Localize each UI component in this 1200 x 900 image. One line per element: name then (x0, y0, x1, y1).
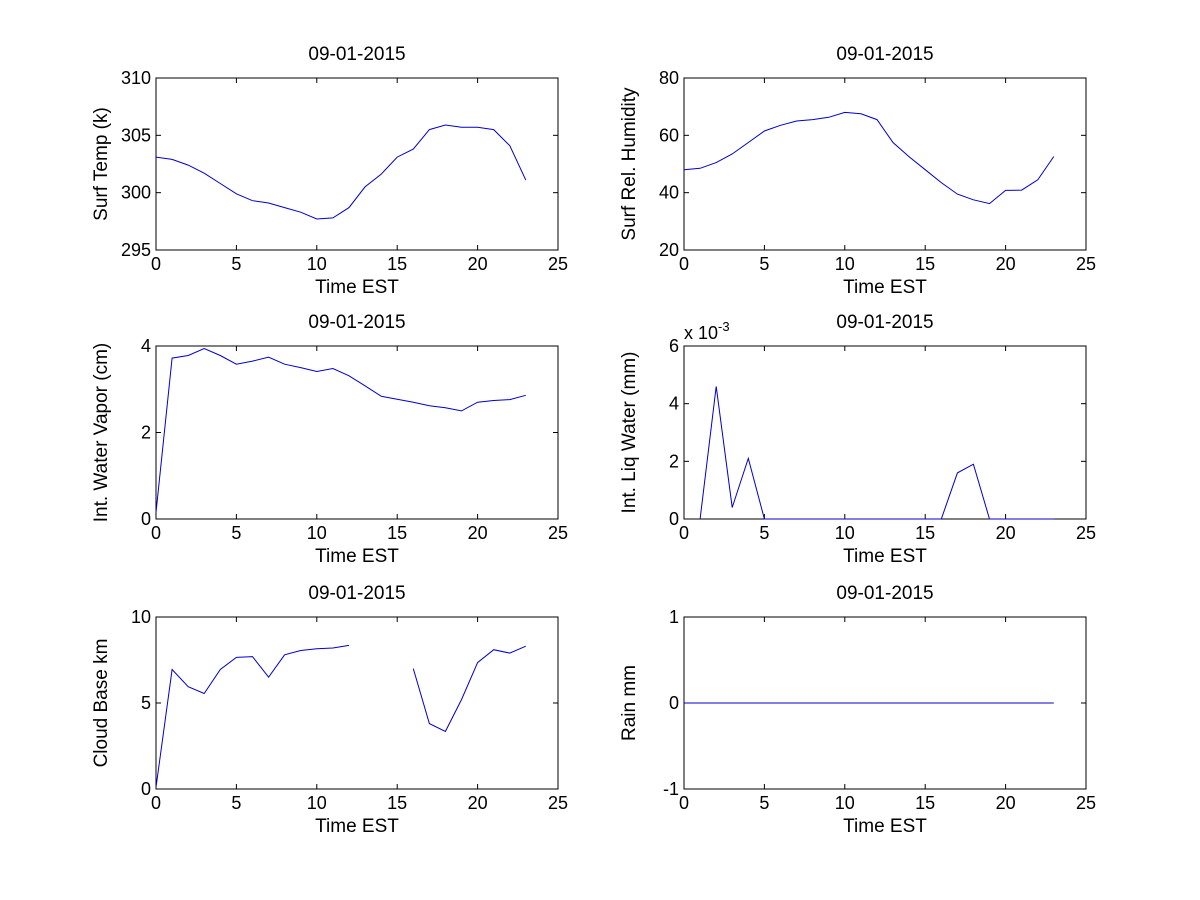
x-tick-label: 20 (468, 523, 488, 543)
x-tick-label: 5 (759, 254, 769, 274)
series-line-0 (155, 348, 526, 513)
y-tick-label: 4 (141, 336, 151, 356)
axes-frame (155, 77, 559, 251)
x-tick-label: 25 (548, 793, 568, 813)
chart-panel-cloud-base: 0 5 10 15 20 25 0 5 10 09-01-2015 Time EST Cloud Ba… (91, 583, 568, 837)
y-tick-label: 1 (669, 607, 679, 627)
y-tick-label: 0 (669, 509, 679, 529)
chart-panel-int-liq-water: 0 5 10 15 20 25 0 2 4 6 09-01-2015 Time EST Int. Liq… (619, 312, 1096, 567)
x-tick-label: 10 (835, 523, 855, 543)
y-tick-label: 0 (669, 693, 679, 713)
y-tick-label: 0 (141, 779, 151, 799)
series-line-0 (155, 644, 350, 788)
x-tick-label: 10 (307, 523, 327, 543)
x-tick-label: 5 (759, 523, 769, 543)
x-tick-label: 25 (1076, 793, 1096, 813)
chart-panel-int-water-vapor: 0 5 10 15 20 25 0 2 4 09-01-2015 Time EST Int. Wate… (91, 312, 568, 567)
x-tick-label: 25 (548, 254, 568, 274)
y-tick-label: 60 (659, 125, 679, 145)
y-tick-label: 2 (141, 423, 151, 443)
x-tick-label: 10 (307, 793, 327, 813)
x-axis-label: Time EST (315, 816, 399, 837)
x-axis-label: Time EST (843, 277, 927, 298)
y-tick-label: 40 (659, 183, 679, 203)
x-tick-label: 5 (231, 254, 241, 274)
chart-title: 09-01-2015 (308, 312, 405, 333)
x-tick-label: 0 (679, 793, 689, 813)
y-tick-label: -1 (663, 779, 679, 799)
y-tick-label: 4 (669, 394, 679, 414)
x-tick-label: 20 (996, 254, 1016, 274)
x-axis-label: Time EST (843, 816, 927, 837)
x-tick-label: 20 (996, 523, 1016, 543)
chart-title: 09-01-2015 (308, 583, 405, 604)
y-tick-label: 0 (141, 509, 151, 529)
x-tick-label: 0 (151, 793, 161, 813)
exponent-power: -3 (718, 319, 730, 334)
y-tick-label: 310 (121, 68, 151, 88)
x-tick-label: 0 (151, 523, 161, 543)
y-tick-label: 295 (121, 240, 151, 260)
x-tick-label: 20 (996, 793, 1016, 813)
y-axis-label: Rain mm (619, 665, 640, 741)
x-axis-label: Time EST (843, 546, 927, 567)
series-line-0 (683, 111, 1055, 205)
x-tick-label: 0 (679, 523, 689, 543)
x-tick-label: 0 (679, 254, 689, 274)
x-tick-label: 15 (915, 523, 935, 543)
series-line-1 (412, 645, 526, 733)
series-line-0 (699, 386, 1054, 520)
x-tick-label: 25 (1076, 523, 1096, 543)
chart-title: 09-01-2015 (836, 44, 933, 65)
y-tick-label: 20 (659, 240, 679, 260)
x-tick-label: 0 (151, 254, 161, 274)
y-axis-label: Surf Temp (k) (91, 107, 112, 221)
x-tick-label: 10 (307, 254, 327, 274)
exponent-base: x 10 (684, 323, 718, 343)
axes-frame (155, 345, 559, 520)
x-tick-label: 5 (759, 793, 769, 813)
y-tick-label: 80 (659, 68, 679, 88)
x-axis-label: Time EST (315, 277, 399, 298)
chart-panel-surf-temp: 0 5 10 15 20 25 295 300 305 310 09-01-2015 Time EST… (91, 44, 568, 298)
y-exponent-label: x 10-3 (684, 319, 730, 343)
x-axis-label: Time EST (315, 546, 399, 567)
x-tick-label: 15 (387, 793, 407, 813)
x-tick-label: 5 (231, 523, 241, 543)
y-tick-label: 5 (141, 693, 151, 713)
chart-panel-surf-rel-humidity: 0 5 10 15 20 25 20 40 60 80 09-01-2015 Time EST Surf… (619, 44, 1096, 298)
x-tick-label: 25 (1076, 254, 1096, 274)
y-tick-label: 2 (669, 451, 679, 471)
axes-frame (683, 77, 1087, 251)
chart-title: 09-01-2015 (308, 44, 405, 65)
y-axis-label: Int. Liq Water (mm) (619, 352, 640, 514)
x-tick-label: 15 (387, 254, 407, 274)
y-tick-label: 10 (131, 607, 151, 627)
x-tick-label: 15 (915, 793, 935, 813)
chart-title: 09-01-2015 (836, 583, 933, 604)
x-tick-label: 10 (835, 793, 855, 813)
x-tick-label: 10 (835, 254, 855, 274)
axes-frame (155, 616, 559, 790)
axes-frame (683, 345, 1087, 520)
x-tick-label: 25 (548, 523, 568, 543)
x-tick-label: 20 (468, 254, 488, 274)
y-tick-label: 6 (669, 336, 679, 356)
x-tick-label: 15 (915, 254, 935, 274)
x-tick-label: 5 (231, 793, 241, 813)
x-tick-label: 15 (387, 523, 407, 543)
y-axis-label: Surf Rel. Humidity (619, 87, 640, 241)
y-tick-label: 300 (121, 183, 151, 203)
y-axis-label: Cloud Base km (91, 639, 112, 768)
chart-title: 09-01-2015 (836, 312, 933, 333)
y-tick-label: 305 (121, 125, 151, 145)
x-tick-label: 20 (468, 793, 488, 813)
series-line-0 (155, 124, 527, 220)
y-axis-label: Int. Water Vapor (cm) (91, 343, 112, 522)
